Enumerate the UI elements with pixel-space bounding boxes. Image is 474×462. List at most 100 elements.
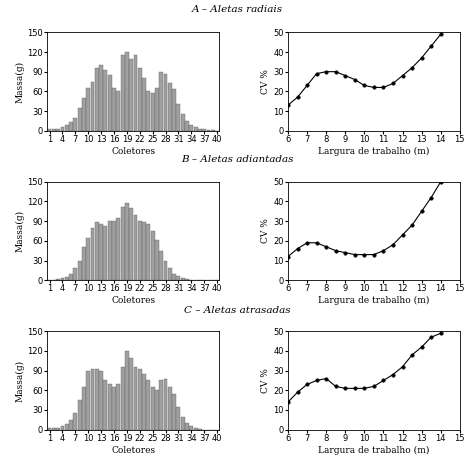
Bar	[142, 78, 146, 131]
Bar	[52, 129, 56, 131]
Bar	[61, 128, 64, 131]
Bar	[164, 261, 167, 280]
Bar	[103, 226, 107, 280]
Bar	[159, 72, 163, 131]
Bar	[168, 268, 172, 280]
Bar	[73, 268, 77, 280]
Bar	[69, 274, 73, 280]
Bar	[198, 129, 202, 131]
Bar	[116, 218, 120, 280]
Bar	[108, 75, 111, 131]
Bar	[95, 369, 99, 430]
Bar	[99, 65, 103, 131]
Bar	[125, 351, 129, 430]
X-axis label: Coletores: Coletores	[111, 296, 155, 305]
Bar	[151, 387, 155, 430]
Y-axis label: CV %: CV %	[261, 219, 270, 243]
Bar	[155, 239, 159, 280]
Bar	[78, 400, 82, 430]
Bar	[142, 374, 146, 430]
Bar	[91, 228, 94, 280]
Bar	[103, 70, 107, 131]
Bar	[125, 52, 129, 131]
X-axis label: Largura de trabalho (m): Largura de trabalho (m)	[318, 146, 429, 156]
Bar	[151, 93, 155, 131]
Bar	[65, 126, 69, 131]
Bar	[146, 381, 150, 430]
X-axis label: Coletores: Coletores	[111, 446, 155, 455]
Bar	[47, 428, 52, 430]
Bar	[65, 425, 69, 430]
Bar	[86, 371, 90, 430]
Bar	[82, 247, 86, 280]
Bar	[103, 381, 107, 430]
Bar	[129, 358, 133, 430]
Bar	[108, 384, 111, 430]
Bar	[176, 407, 180, 430]
Bar	[121, 207, 125, 280]
Bar	[198, 429, 202, 430]
Bar	[159, 381, 163, 430]
Bar	[181, 278, 185, 280]
Bar	[112, 88, 116, 131]
Bar	[56, 428, 60, 430]
Bar	[78, 261, 82, 280]
Bar	[202, 129, 206, 131]
Bar	[164, 73, 167, 131]
Bar	[194, 128, 198, 131]
Bar	[116, 384, 120, 430]
Text: B – Aletas adiantadas: B – Aletas adiantadas	[181, 155, 293, 164]
Bar	[207, 130, 210, 131]
Bar	[176, 104, 180, 131]
X-axis label: Coletores: Coletores	[111, 146, 155, 156]
Bar	[134, 215, 137, 280]
Bar	[172, 89, 176, 131]
Bar	[146, 91, 150, 131]
Bar	[190, 426, 193, 430]
Bar	[172, 394, 176, 430]
Bar	[112, 387, 116, 430]
Bar	[73, 413, 77, 430]
Bar	[121, 55, 125, 131]
Bar	[61, 426, 64, 430]
Bar	[56, 279, 60, 280]
Bar	[159, 251, 163, 280]
Bar	[61, 278, 64, 280]
Y-axis label: CV %: CV %	[261, 368, 270, 393]
Bar	[155, 88, 159, 131]
Bar	[138, 369, 142, 430]
Bar	[168, 387, 172, 430]
Bar	[211, 130, 215, 131]
X-axis label: Largura de trabalho (m): Largura de trabalho (m)	[318, 296, 429, 305]
Bar	[185, 121, 189, 131]
Bar	[134, 55, 137, 131]
Y-axis label: Massa(g): Massa(g)	[16, 359, 25, 401]
Bar	[142, 223, 146, 280]
Bar	[116, 91, 120, 131]
Bar	[95, 68, 99, 131]
Bar	[146, 225, 150, 280]
Bar	[155, 390, 159, 430]
Bar	[99, 371, 103, 430]
Bar	[82, 387, 86, 430]
Bar	[129, 59, 133, 131]
Bar	[95, 223, 99, 280]
Bar	[168, 84, 172, 131]
Bar	[52, 428, 56, 430]
Bar	[138, 221, 142, 280]
Bar	[86, 237, 90, 280]
Bar	[69, 122, 73, 131]
Bar	[185, 423, 189, 430]
Bar	[181, 417, 185, 430]
Text: A – Aletas radiais: A – Aletas radiais	[191, 5, 283, 14]
Bar	[134, 367, 137, 430]
Bar	[112, 221, 116, 280]
Bar	[73, 117, 77, 131]
Bar	[91, 81, 94, 131]
Bar	[86, 88, 90, 131]
Bar	[194, 428, 198, 430]
Bar	[185, 279, 189, 280]
Bar	[138, 68, 142, 131]
Bar	[176, 276, 180, 280]
Bar	[164, 378, 167, 430]
